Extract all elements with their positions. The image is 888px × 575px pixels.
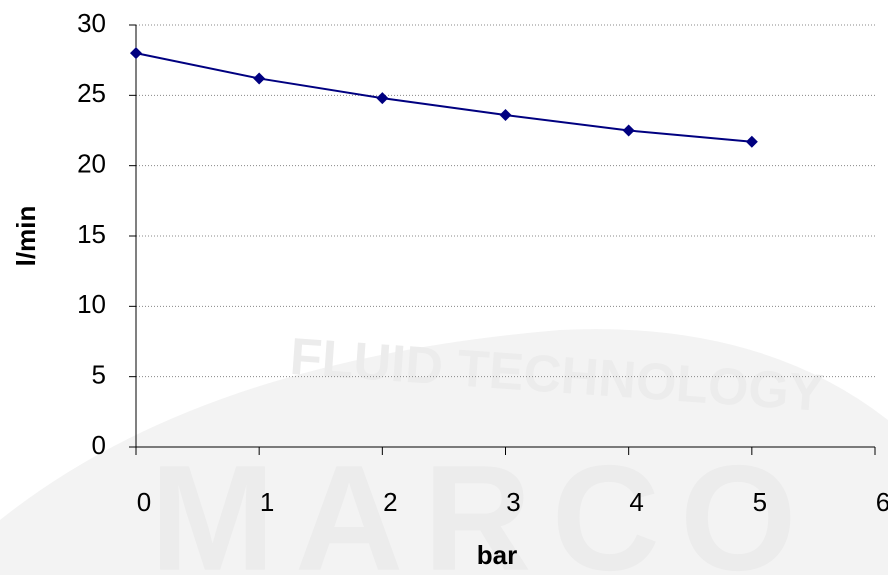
y-axis-title: l/min	[11, 206, 41, 267]
x-tick-label: 1	[260, 487, 274, 517]
x-tick-label: 5	[753, 487, 767, 517]
data-point	[745, 135, 758, 148]
y-tick-label: 25	[77, 78, 106, 108]
y-tick-label: 5	[92, 360, 106, 390]
y-tick-label: 30	[77, 8, 106, 38]
x-tick-label: 6	[876, 487, 888, 517]
x-tick-label: 4	[629, 487, 643, 517]
data-point	[253, 72, 266, 85]
y-tick-label: 15	[77, 219, 106, 249]
y-tick-label: 0	[92, 430, 106, 460]
data-point	[130, 47, 142, 60]
data-point	[622, 124, 635, 137]
watermark-logo: MARCO	[150, 434, 817, 575]
watermark-swoosh	[0, 329, 888, 575]
x-tick-label: 2	[383, 487, 397, 517]
x-tick-label: 0	[137, 487, 151, 517]
x-axis-title: bar	[477, 540, 517, 570]
y-tick-label: 20	[77, 149, 106, 179]
series-line	[135, 52, 752, 143]
x-tick-label: 3	[506, 487, 520, 517]
data-point	[499, 109, 512, 122]
data-point	[376, 92, 389, 105]
y-tick-label: 10	[77, 289, 106, 319]
